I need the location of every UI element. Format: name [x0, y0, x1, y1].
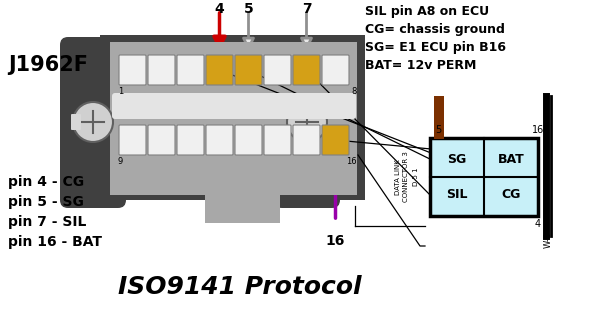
- FancyBboxPatch shape: [119, 55, 146, 85]
- Polygon shape: [100, 35, 365, 200]
- Text: SG: SG: [448, 153, 467, 166]
- FancyBboxPatch shape: [235, 55, 262, 85]
- Text: SIL pin A8 on ECU
CG= chassis ground
SG= E1 ECU pin B16
BAT= 12v PERM: SIL pin A8 on ECU CG= chassis ground SG=…: [365, 5, 506, 72]
- FancyBboxPatch shape: [293, 55, 320, 85]
- Text: 9: 9: [118, 157, 123, 166]
- Text: J1962F: J1962F: [8, 55, 88, 75]
- FancyBboxPatch shape: [264, 125, 291, 155]
- FancyBboxPatch shape: [60, 37, 126, 208]
- FancyBboxPatch shape: [235, 125, 262, 155]
- Bar: [434, 96, 444, 139]
- FancyBboxPatch shape: [322, 55, 349, 85]
- FancyBboxPatch shape: [112, 93, 356, 119]
- Circle shape: [287, 102, 327, 142]
- Text: 16: 16: [326, 234, 345, 248]
- FancyBboxPatch shape: [148, 55, 175, 85]
- Polygon shape: [110, 42, 357, 195]
- Text: 16: 16: [532, 125, 544, 135]
- Text: pin 5 - SG: pin 5 - SG: [8, 195, 84, 209]
- FancyBboxPatch shape: [274, 37, 340, 208]
- Circle shape: [73, 102, 113, 142]
- Text: 16: 16: [346, 157, 357, 166]
- Text: DATA LINK
CONNECTOR 3: DATA LINK CONNECTOR 3: [395, 152, 409, 202]
- FancyBboxPatch shape: [71, 114, 81, 130]
- Text: W-B: W-B: [544, 231, 553, 247]
- FancyBboxPatch shape: [293, 125, 320, 155]
- Text: D 5 1: D 5 1: [413, 168, 419, 186]
- Text: CG: CG: [502, 188, 521, 202]
- FancyBboxPatch shape: [206, 125, 233, 155]
- Text: SIL: SIL: [446, 188, 468, 202]
- FancyBboxPatch shape: [177, 125, 204, 155]
- Text: 1: 1: [118, 87, 123, 96]
- FancyBboxPatch shape: [177, 55, 204, 85]
- Bar: [430, 138, 538, 216]
- Text: 4: 4: [215, 2, 224, 16]
- Text: pin 4 - CG: pin 4 - CG: [8, 175, 84, 189]
- Text: pin 7 - SIL: pin 7 - SIL: [8, 215, 86, 229]
- Text: 7: 7: [302, 2, 311, 16]
- Text: 8: 8: [352, 87, 357, 96]
- Text: BAT: BAT: [497, 153, 524, 166]
- FancyBboxPatch shape: [148, 125, 175, 155]
- Text: 4: 4: [535, 219, 541, 229]
- Text: ISO9141 Protocol: ISO9141 Protocol: [118, 275, 362, 299]
- FancyBboxPatch shape: [205, 195, 280, 223]
- FancyBboxPatch shape: [264, 55, 291, 85]
- FancyBboxPatch shape: [119, 125, 146, 155]
- Text: 5: 5: [435, 125, 441, 135]
- Text: 5: 5: [244, 2, 253, 16]
- Text: pin 16 - BAT: pin 16 - BAT: [8, 235, 102, 249]
- FancyBboxPatch shape: [322, 125, 349, 155]
- FancyBboxPatch shape: [206, 55, 233, 85]
